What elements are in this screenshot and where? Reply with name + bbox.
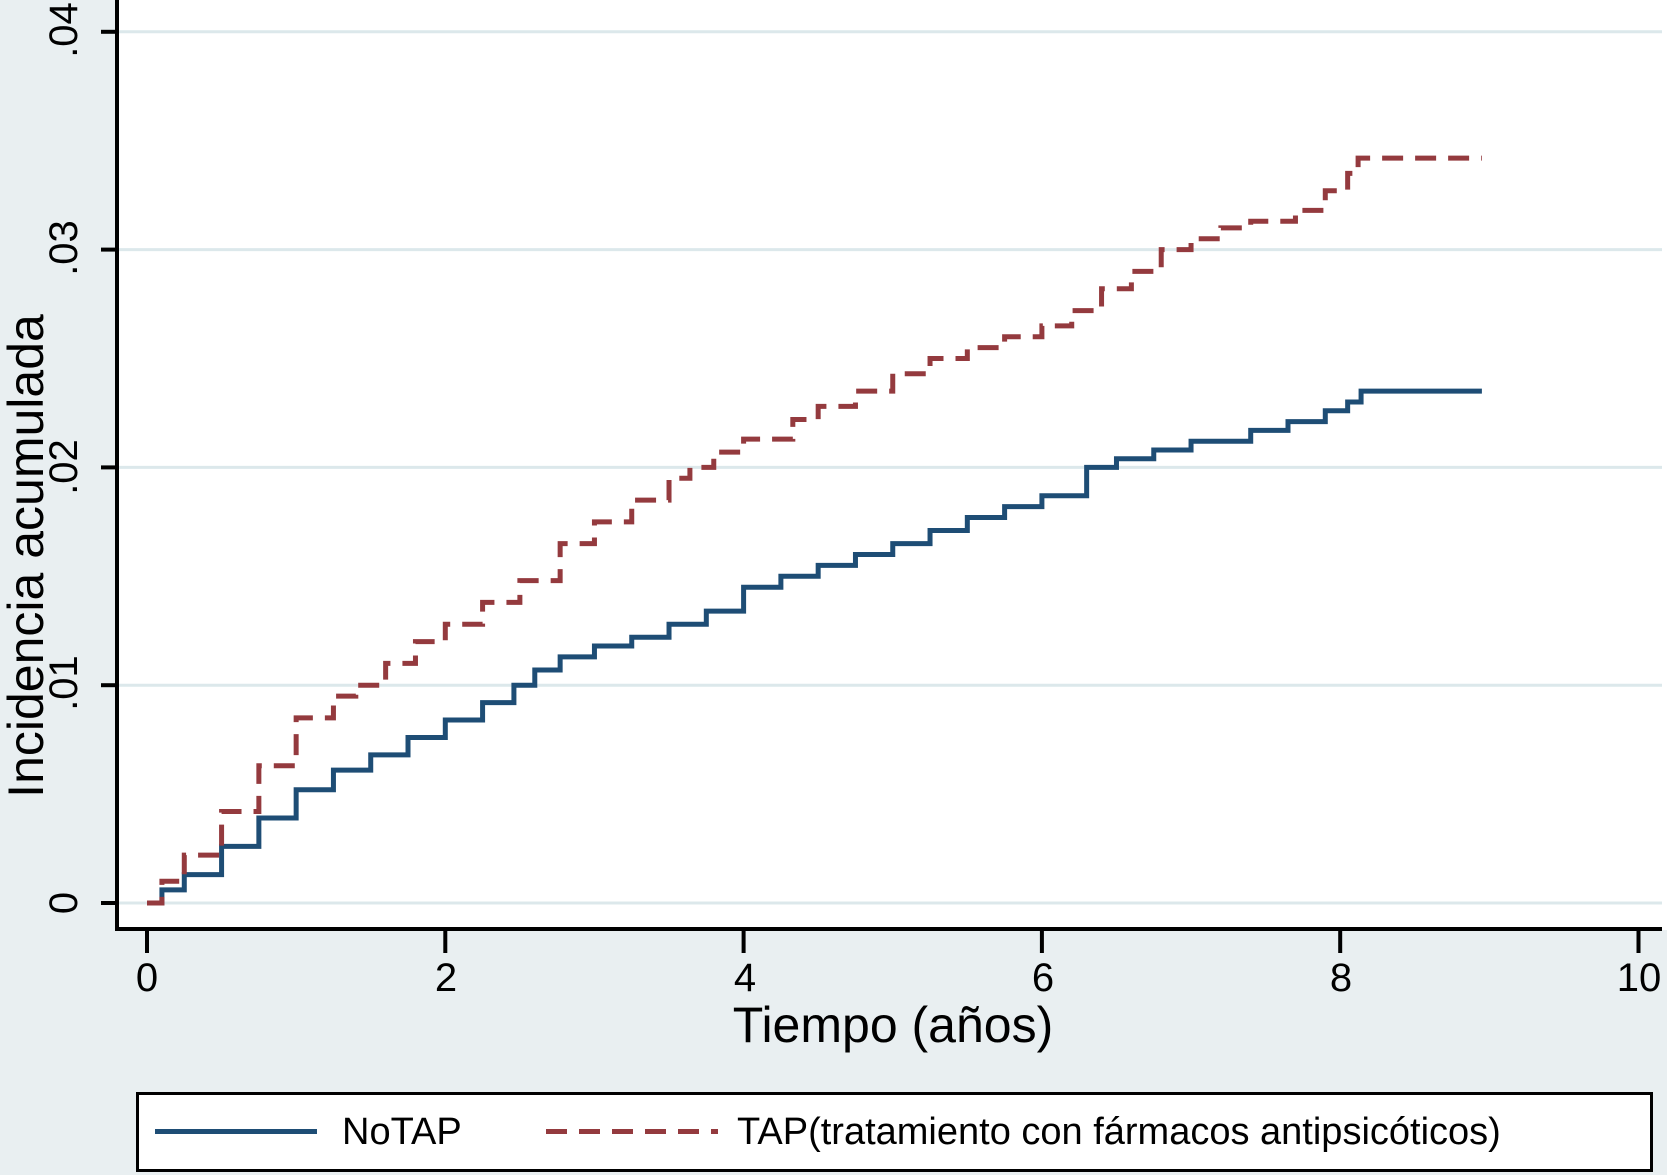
y-tick-label-03: .03 [42, 220, 86, 276]
x-tick-label-10: 10 [1616, 956, 1662, 1000]
y-axis-title: Incidencia acumulada [0, 314, 54, 798]
x-axis-title: Tiempo (años) [732, 997, 1054, 1053]
legend-box: NoTAP TAP(tratamiento con fármacos antip… [136, 1092, 1653, 1172]
x-tick-label-6: 6 [1031, 956, 1055, 1000]
curve-notap [147, 388, 1482, 906]
plot-area [118, 0, 1667, 930]
y-tick-label-04: .04 [42, 2, 86, 58]
curve-tap [147, 155, 1482, 906]
y-tick-label-0: 0 [42, 891, 86, 915]
x-tick-label-8: 8 [1329, 956, 1353, 1000]
legend-label-tap: TAP(tratamiento con fármacos antipsicóti… [737, 1111, 1501, 1153]
x-tick-label-4: 4 [733, 956, 757, 1000]
legend-line-notap [155, 1129, 317, 1134]
x-tick-label-2: 2 [434, 956, 458, 1000]
x-tick-label-0: 0 [135, 956, 159, 1000]
legend-label-notap: NoTAP [342, 1111, 462, 1153]
legend-line-tap [546, 1129, 718, 1134]
